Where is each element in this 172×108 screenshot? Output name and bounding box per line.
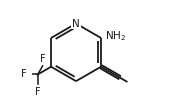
Text: NH$_2$: NH$_2$ — [105, 29, 127, 43]
Text: F: F — [21, 69, 27, 79]
Text: N: N — [72, 19, 80, 29]
Text: F: F — [40, 54, 45, 64]
Text: F: F — [35, 87, 40, 97]
